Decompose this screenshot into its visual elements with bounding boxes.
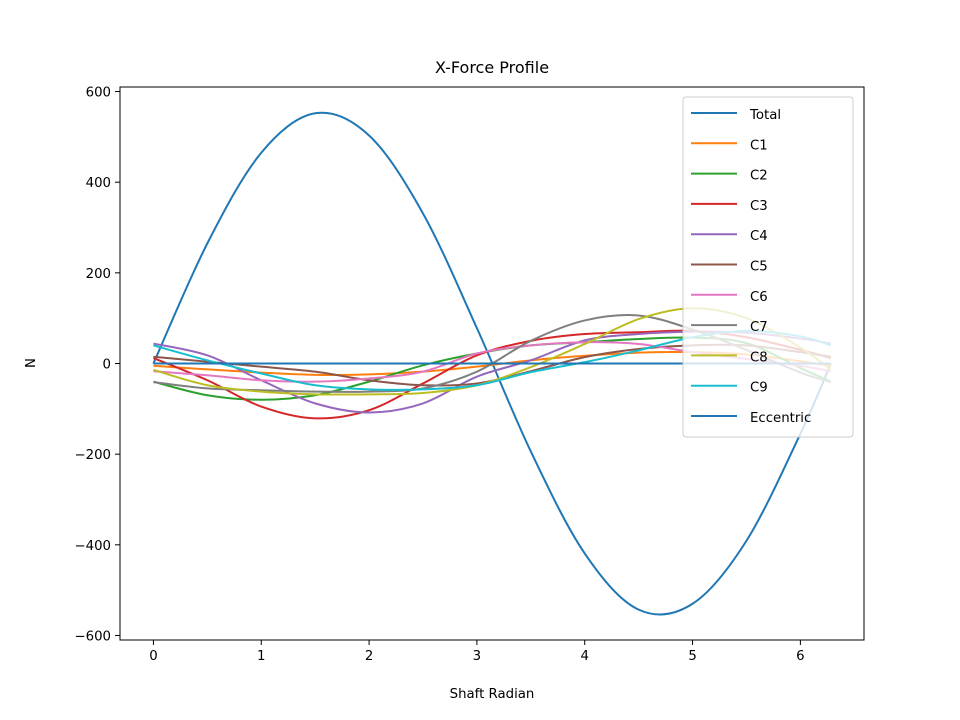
x-tick-label: 3: [473, 649, 481, 664]
x-tick-label: 6: [796, 649, 804, 664]
legend-label: C6: [750, 290, 768, 305]
legend-label: C4: [750, 229, 768, 244]
x-axis-label: Shaft Radian: [450, 687, 535, 702]
legend-label: C2: [750, 169, 768, 184]
legend-label: Eccentric: [750, 411, 811, 426]
x-tick-label: 0: [149, 649, 157, 664]
legend-label: Total: [749, 108, 781, 123]
y-tick-label: −200: [74, 448, 111, 463]
y-axis: 600 400 200 0 −200 −400 −600: [74, 86, 120, 644]
y-tick-label: −400: [74, 539, 111, 554]
y-tick-label: 600: [86, 86, 111, 101]
x-tick-label: 4: [580, 649, 588, 664]
y-tick-label: 200: [86, 267, 111, 282]
x-tick-label: 2: [365, 649, 373, 664]
y-axis-label: N: [24, 358, 39, 368]
legend-label: C3: [750, 199, 768, 214]
x-tick-label: 5: [688, 649, 696, 664]
chart-title: X-Force Profile: [435, 58, 549, 77]
x-axis: 0 1 2 3 4 5 6: [149, 640, 805, 664]
legend-label: C8: [750, 350, 768, 365]
y-tick-label: −600: [74, 629, 111, 644]
y-tick-label: 400: [86, 176, 111, 191]
legend-label: C5: [750, 260, 768, 275]
legend-label: C9: [750, 381, 768, 396]
legend: Total C1 C2 C3 C4 C5 C6 C7 C8 C9 Eccentric: [682, 96, 854, 438]
legend-box: [682, 96, 854, 438]
legend-label: C1: [750, 138, 768, 153]
y-tick-label: 0: [103, 358, 111, 373]
legend-label: C7: [750, 320, 768, 335]
x-tick-label: 1: [257, 649, 265, 664]
series-line-total: [152, 111, 832, 616]
